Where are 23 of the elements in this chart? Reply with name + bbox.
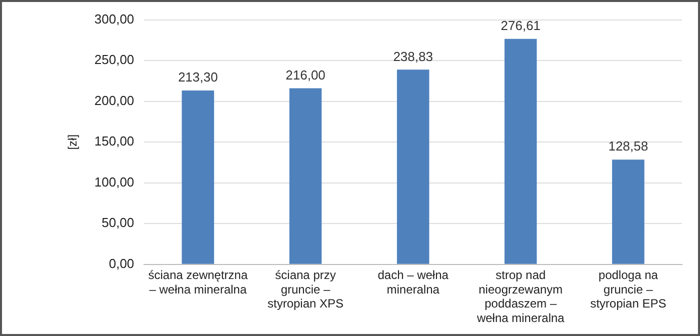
y-axis-title: [zł] — [66, 134, 80, 150]
bar — [289, 88, 322, 264]
x-tick-label: dach – wełna mineralna — [378, 268, 449, 296]
x-tick-label: ściana przy gruncie – styropian XPS — [267, 268, 344, 311]
y-tick-label: 50,00 — [102, 215, 134, 230]
data-label: 128,58 — [608, 138, 648, 154]
bar — [396, 70, 430, 264]
x-tick-label: ściana zewnętrzna – wełna mineralna — [148, 268, 248, 296]
data-label: 238,83 — [393, 48, 433, 64]
data-label: 276,61 — [500, 18, 541, 33]
x-tick-label: podloga na gruncie – styropian EPS — [590, 268, 666, 311]
x-tick-label: strop nad nieogrzewanym poddaszem – wełna mineralna — [476, 268, 565, 326]
y-tick-label: 300,00 — [94, 11, 134, 26]
y-tick-label: 250,00 — [94, 52, 134, 68]
y-tick-label: 150,00 — [94, 134, 134, 149]
bar — [612, 160, 644, 264]
data-label: 216,00 — [286, 67, 326, 82]
y-tick-label: 100,00 — [94, 174, 134, 190]
data-label: 213,30 — [178, 70, 218, 85]
y-tick-label: 200,00 — [94, 92, 134, 108]
y-tick-label: 0,00 — [108, 256, 134, 271]
bar — [182, 90, 214, 264]
bar — [504, 38, 537, 264]
